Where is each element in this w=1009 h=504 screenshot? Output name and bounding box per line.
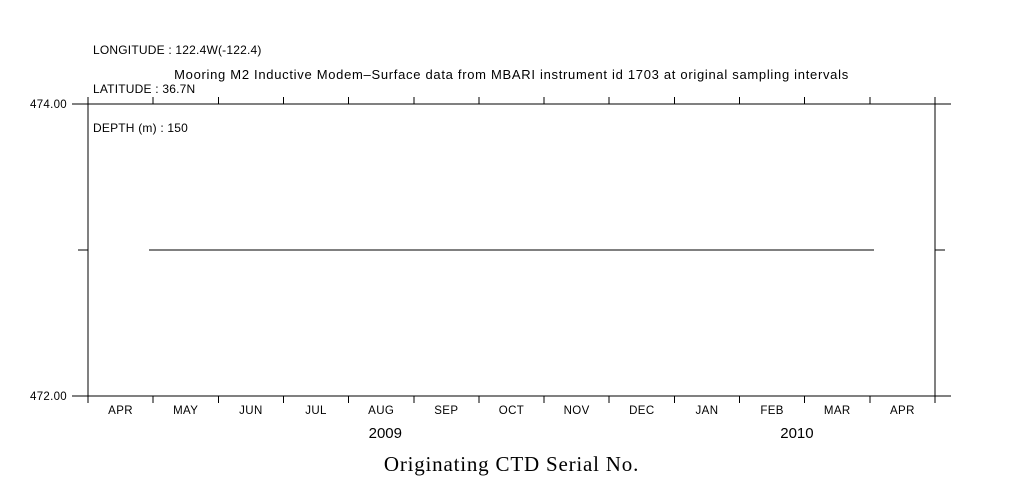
x-month-label: JUL [305,405,327,417]
x-month-label: FEB [760,405,784,417]
x-month-label: APR [890,405,915,417]
x-month-label: SEP [434,405,458,417]
x-month-label: NOV [564,405,590,417]
x-month-label: JAN [695,405,718,417]
x-month-label: MAR [824,405,851,417]
x-month-label: MAY [173,405,198,417]
chart-title: Mooring M2 Inductive Modem–Surface data … [174,67,849,82]
x-year-label: 2009 [369,425,402,442]
bottom-axis-title: Originating CTD Serial No. [383,452,640,476]
latitude-label: LATITUDE : 36.7N [93,82,196,96]
metadata-block: LONGITUDE : 122.4W(-122.4) LATITUDE : 36… [93,18,262,161]
x-month-label: AUG [368,405,394,417]
x-month-label: DEC [629,405,654,417]
y-tick-label: 472.00 [30,391,67,403]
depth-label: DEPTH (m) : 150 [93,121,189,135]
longitude-label: LONGITUDE : 122.4W(-122.4) [93,43,262,57]
y-tick-label: 474.00 [30,99,67,111]
x-year-label: 2010 [780,425,813,442]
x-month-label: OCT [499,405,524,417]
x-month-label: JUN [239,405,263,417]
x-month-label: APR [108,405,133,417]
